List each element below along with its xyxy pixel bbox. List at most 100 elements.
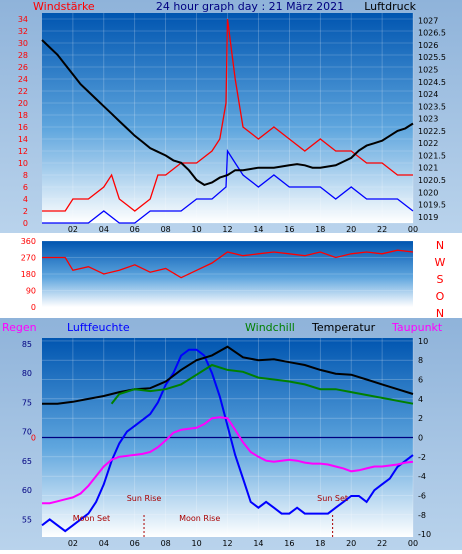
wind-tick-label: 26 [18, 63, 28, 72]
wind-tick-label: 28 [18, 51, 28, 60]
chart-title: 24 hour graph day : 21 März 2021 [156, 0, 344, 13]
wind-tick-label: 4 [23, 195, 28, 204]
temperature-axis: 10 8 6 4 2 0 -2 -4 -6 -8 -10 [418, 337, 431, 539]
temperature-series [41, 345, 414, 533]
windchill-label: Windchill [245, 321, 295, 334]
x-tick-label: 06 [130, 539, 140, 548]
pressure-tick-label: 1022 [418, 139, 438, 148]
humidity-tick-label: 80 [22, 369, 32, 378]
humidity-tick-label: 70 [22, 428, 32, 437]
x-tick-label: 14 [253, 225, 263, 234]
temperature-tick-label: 10 [418, 337, 428, 346]
series-line-magenta [42, 416, 414, 505]
pressure-tick-label: 1025.5 [418, 53, 446, 62]
wind-tick-label: 22 [18, 87, 28, 96]
temperature-grid [42, 338, 414, 537]
x-tick-label: 20 [346, 539, 356, 548]
event-annotation: Moon Rise [179, 514, 220, 523]
wind-tick-label: 30 [18, 39, 28, 48]
wind-tick-label: 12 [18, 147, 28, 156]
event-annotation: Sun Rise [127, 494, 162, 503]
humidity-tick-label: 55 [22, 515, 32, 524]
wind-tick-label: 10 [18, 159, 28, 168]
x-tick-label: 02 [68, 225, 78, 234]
x-tick-label: 18 [315, 539, 325, 548]
pressure-tick-label: 1020.5 [418, 176, 446, 185]
wind-tick-label: 14 [18, 135, 28, 144]
temperature-tick-label: -8 [418, 511, 426, 520]
x-tick-label: 10 [191, 539, 201, 548]
compass-letter: N [436, 239, 444, 252]
x-tick-label: 04 [99, 225, 109, 234]
compass-letter: S [437, 273, 444, 286]
temperature-tick-label: -4 [418, 472, 426, 481]
pressure-label: Luftdruck [364, 0, 416, 13]
temperature-label: Temperatur [311, 321, 376, 334]
direction-tick-label: 270 [21, 254, 36, 263]
wind-tick-label: 32 [18, 27, 28, 36]
compass-letter: O [436, 290, 445, 303]
temperature-tick-label: 6 [418, 376, 423, 385]
compass-letter: W [435, 256, 446, 269]
series-line-blue [42, 148, 414, 224]
temperature-tick-label: 2 [418, 414, 423, 423]
humidity-tick-label: 75 [22, 398, 32, 407]
x-tick-label: 18 [315, 225, 325, 234]
pressure-tick-label: 1024.5 [418, 78, 446, 87]
humidity-axis: 55 60 65 70 75 80 85 0 [22, 340, 36, 525]
x-tick-label: 06 [130, 225, 140, 234]
pressure-tick-label: 1027 [418, 16, 438, 25]
pressure-tick-label: 1023.5 [418, 102, 446, 111]
pressure-tick-label: 1019.5 [418, 201, 446, 210]
x-tick-label: 22 [377, 539, 387, 548]
humidity-tick-label: 65 [22, 457, 32, 466]
x-tick-label: 02 [68, 539, 78, 548]
x-tick-label: 00 [408, 539, 418, 548]
temperature-tick-label: -6 [418, 491, 426, 500]
x-tick-label: 00 [408, 225, 418, 234]
wind-tick-label: 6 [23, 183, 28, 192]
pressure-tick-label: 1021.5 [418, 151, 446, 160]
wind-tick-label: 24 [18, 75, 28, 84]
pressure-tick-label: 1023 [418, 115, 438, 124]
x-tick-label: 22 [377, 225, 387, 234]
dewpoint-label: Taupunkt [391, 321, 443, 334]
temperature-tick-label: 8 [418, 356, 423, 365]
temperature-x-axis: 02 04 06 08 10 12 14 16 18 20 22 00 [68, 539, 418, 548]
direction-tick-label: 90 [26, 287, 36, 296]
wind-tick-label: 18 [18, 111, 28, 120]
x-tick-label: 08 [161, 539, 171, 548]
humidity-tick-label: 60 [22, 486, 32, 495]
pressure-tick-label: 1020 [418, 188, 438, 197]
event-annotation: Sun Set [317, 494, 348, 503]
x-tick-label: 12 [222, 539, 232, 548]
pressure-tick-label: 1026.5 [418, 29, 446, 38]
compass-letter: N [436, 307, 444, 320]
wind-direction-axis: 0 90 180 270 360 [21, 237, 36, 312]
series-line-blue [41, 348, 414, 533]
pressure-tick-label: 1021 [418, 164, 438, 173]
wind-tick-label: 8 [23, 171, 28, 180]
pressure-tick-label: 1022.5 [418, 127, 446, 136]
series-line-red [42, 249, 414, 279]
rain-label: Regen [2, 321, 37, 334]
temperature-tick-label: -2 [418, 453, 426, 462]
pressure-tick-label: 1026 [418, 41, 438, 50]
pressure-tick-label: 1019 [418, 213, 438, 222]
x-tick-label: 20 [346, 225, 356, 234]
wind-tick-label: 0 [23, 219, 28, 228]
pressure-tick-label: 1025 [418, 65, 438, 74]
series-line-red [42, 18, 413, 212]
pressure-axis: 1019 1019.5 1020 1020.5 1021 1021.5 1022 1022.5… [418, 16, 446, 221]
x-tick-label: 10 [191, 225, 201, 234]
x-tick-label: 16 [284, 225, 294, 234]
x-tick-label: 16 [284, 539, 294, 548]
wind-pressure-series [41, 18, 414, 224]
wind-tick-label: 20 [18, 99, 28, 108]
